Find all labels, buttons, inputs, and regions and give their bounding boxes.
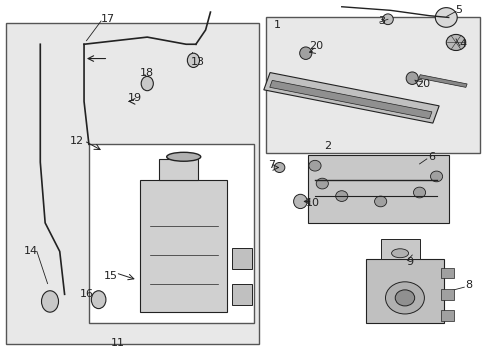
Text: 3: 3 bbox=[378, 16, 385, 26]
Ellipse shape bbox=[299, 47, 311, 59]
Text: 14: 14 bbox=[23, 247, 38, 256]
Text: 15: 15 bbox=[103, 271, 118, 282]
Ellipse shape bbox=[308, 160, 321, 171]
Ellipse shape bbox=[316, 178, 328, 189]
Text: 10: 10 bbox=[305, 198, 320, 208]
Bar bbox=[266, 18, 479, 153]
Bar bbox=[159, 158, 198, 180]
Bar bbox=[263, 73, 438, 123]
Ellipse shape bbox=[446, 35, 465, 50]
Ellipse shape bbox=[385, 282, 424, 314]
Text: 5: 5 bbox=[454, 5, 461, 15]
Bar bbox=[307, 155, 448, 223]
Text: 18: 18 bbox=[140, 68, 154, 78]
Text: 19: 19 bbox=[128, 93, 142, 103]
Ellipse shape bbox=[293, 194, 306, 208]
Text: 17: 17 bbox=[101, 14, 115, 24]
Text: 13: 13 bbox=[191, 57, 205, 67]
Text: 4: 4 bbox=[459, 39, 466, 49]
Bar bbox=[380, 239, 419, 258]
Text: 20: 20 bbox=[309, 41, 323, 51]
Ellipse shape bbox=[187, 53, 199, 67]
Bar bbox=[441, 289, 453, 300]
Bar bbox=[6, 23, 259, 344]
Text: 9: 9 bbox=[406, 257, 412, 267]
Ellipse shape bbox=[141, 76, 153, 91]
Text: 20: 20 bbox=[415, 78, 429, 89]
Bar bbox=[140, 180, 227, 312]
Text: 11: 11 bbox=[111, 338, 125, 347]
Text: 8: 8 bbox=[465, 280, 472, 291]
Text: 1: 1 bbox=[273, 20, 280, 30]
Ellipse shape bbox=[382, 14, 392, 24]
Bar bbox=[366, 258, 443, 323]
Ellipse shape bbox=[391, 249, 408, 258]
Ellipse shape bbox=[166, 152, 201, 161]
Text: 2: 2 bbox=[324, 141, 331, 152]
Bar bbox=[232, 248, 251, 269]
Ellipse shape bbox=[406, 72, 417, 85]
Ellipse shape bbox=[335, 191, 347, 202]
Ellipse shape bbox=[413, 187, 425, 198]
Text: 6: 6 bbox=[427, 152, 434, 162]
Ellipse shape bbox=[429, 171, 442, 182]
Bar bbox=[232, 284, 251, 305]
Bar bbox=[269, 80, 431, 119]
Ellipse shape bbox=[434, 8, 456, 27]
Ellipse shape bbox=[374, 196, 386, 207]
Text: 12: 12 bbox=[70, 136, 83, 146]
Ellipse shape bbox=[274, 162, 285, 172]
Bar bbox=[89, 144, 254, 323]
Bar bbox=[441, 310, 453, 321]
Ellipse shape bbox=[91, 291, 106, 309]
Text: 7: 7 bbox=[267, 159, 275, 170]
Text: 16: 16 bbox=[80, 289, 93, 299]
Ellipse shape bbox=[41, 291, 59, 312]
Ellipse shape bbox=[394, 290, 414, 306]
Bar bbox=[418, 75, 466, 87]
Bar bbox=[441, 267, 453, 278]
